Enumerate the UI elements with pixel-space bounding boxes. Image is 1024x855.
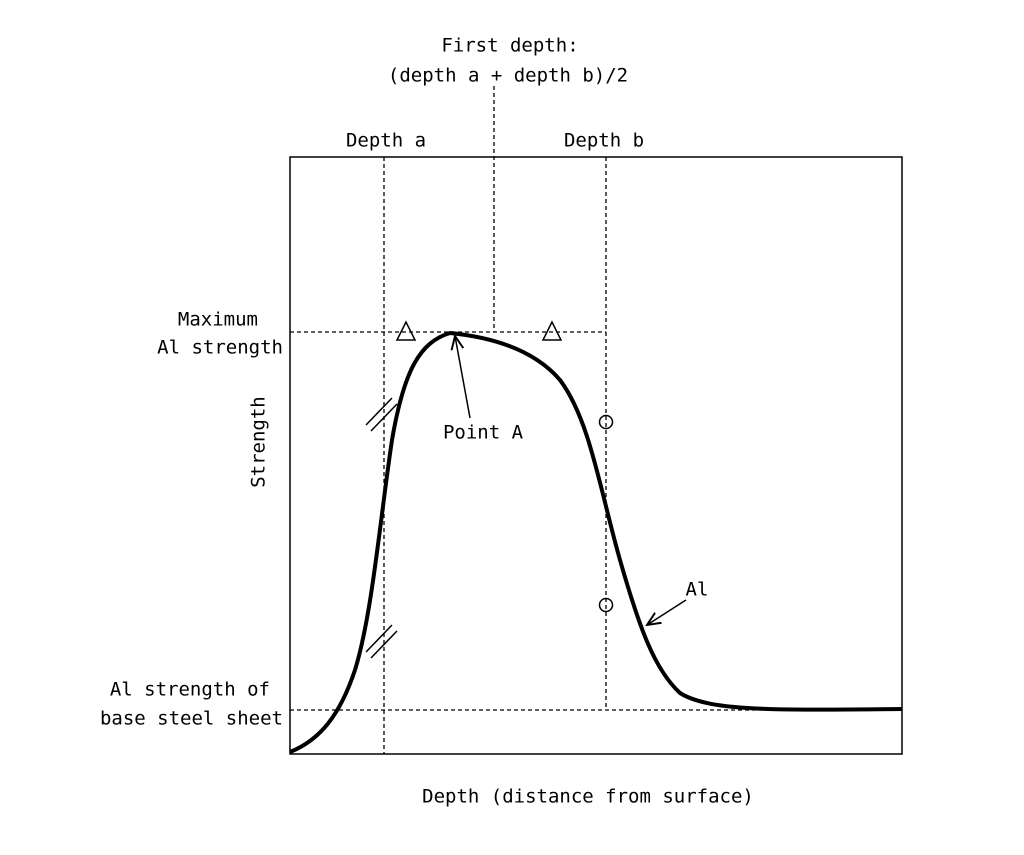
triangle-marker (395, 320, 417, 341)
max-label: Maximum (178, 309, 258, 331)
circle-marker (598, 414, 614, 430)
x-axis-label: Depth (distance from surface) (422, 786, 754, 808)
depth-b-label: Depth b (564, 130, 644, 152)
al-arrow (647, 599, 687, 625)
break-marks (365, 397, 398, 659)
curve-label: Al (686, 579, 709, 601)
circle-marker (598, 597, 614, 613)
point-a-label: Point A (443, 422, 524, 444)
al-curve (289, 330, 903, 754)
title-line: First depth: (441, 35, 578, 57)
point-a-arrow (455, 336, 471, 419)
depth-a-label: Depth a (346, 130, 426, 152)
plot-frame (289, 156, 903, 755)
triangle-marker (541, 320, 563, 341)
title-line: (depth a + depth b)/2 (388, 65, 628, 87)
y-axis-label: Strength (248, 396, 270, 488)
base-label: base steel sheet (100, 708, 283, 730)
base-label: Al strength of (110, 679, 270, 701)
max-label: Al strength (157, 337, 283, 359)
